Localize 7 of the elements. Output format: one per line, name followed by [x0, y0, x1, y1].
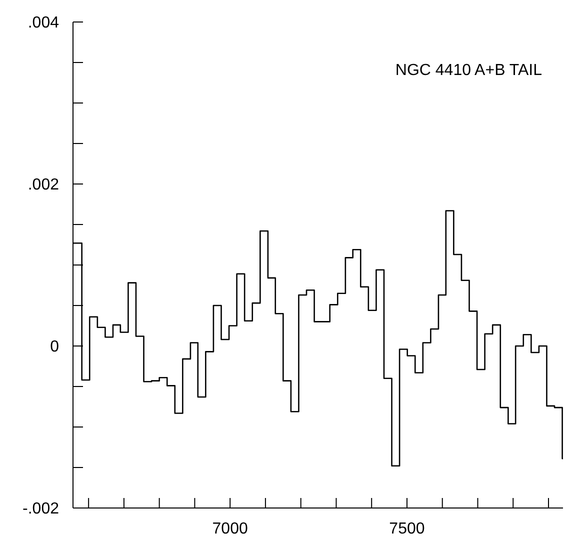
y-tick-label: 0	[50, 338, 60, 356]
y-tick-label: .004	[28, 14, 60, 32]
x-tick-label: 7500	[389, 520, 425, 538]
y-tick-label: -.002	[22, 500, 60, 518]
annotation: NGC 4410 A+B TAIL	[395, 62, 542, 80]
x-tick-label: 7000	[212, 520, 248, 538]
y-tick-label: .002	[28, 176, 60, 194]
